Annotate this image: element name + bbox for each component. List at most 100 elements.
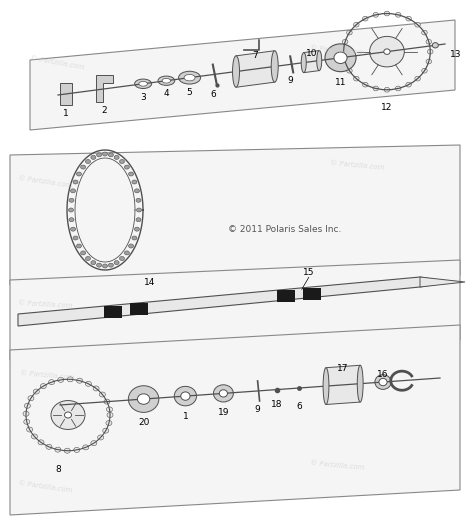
Ellipse shape: [104, 399, 110, 404]
Ellipse shape: [51, 401, 85, 429]
Ellipse shape: [97, 153, 101, 157]
Text: 8: 8: [55, 465, 61, 474]
Polygon shape: [326, 365, 360, 404]
Ellipse shape: [415, 22, 420, 27]
Ellipse shape: [132, 180, 137, 184]
Ellipse shape: [91, 440, 97, 446]
Polygon shape: [277, 290, 295, 303]
Text: 12: 12: [381, 103, 392, 112]
Ellipse shape: [395, 86, 401, 91]
Ellipse shape: [91, 155, 96, 160]
Ellipse shape: [341, 49, 346, 54]
Ellipse shape: [354, 22, 359, 27]
Ellipse shape: [406, 82, 411, 87]
Ellipse shape: [342, 39, 348, 44]
Polygon shape: [236, 51, 275, 87]
Ellipse shape: [114, 155, 119, 160]
Ellipse shape: [83, 445, 89, 450]
Ellipse shape: [363, 82, 368, 87]
Text: 4: 4: [164, 90, 169, 99]
Ellipse shape: [370, 37, 404, 67]
Ellipse shape: [76, 172, 82, 176]
Text: 13: 13: [450, 50, 462, 59]
Ellipse shape: [128, 172, 134, 176]
Ellipse shape: [64, 448, 70, 453]
Ellipse shape: [135, 79, 152, 89]
Ellipse shape: [33, 389, 39, 394]
Ellipse shape: [81, 165, 86, 169]
Ellipse shape: [135, 189, 139, 193]
Ellipse shape: [119, 160, 125, 163]
Polygon shape: [303, 288, 321, 300]
Ellipse shape: [136, 218, 141, 222]
Ellipse shape: [103, 428, 109, 433]
Ellipse shape: [179, 71, 201, 84]
Ellipse shape: [71, 227, 75, 231]
Polygon shape: [130, 303, 148, 315]
Ellipse shape: [124, 251, 129, 255]
Text: © Partzilla.com: © Partzilla.com: [18, 175, 73, 189]
Ellipse shape: [162, 78, 171, 83]
Ellipse shape: [73, 180, 78, 184]
Ellipse shape: [137, 208, 142, 212]
Ellipse shape: [58, 377, 64, 382]
Text: 6: 6: [210, 90, 216, 99]
Ellipse shape: [373, 86, 379, 91]
Ellipse shape: [137, 394, 150, 404]
Polygon shape: [10, 325, 460, 515]
Ellipse shape: [384, 11, 390, 16]
Text: 7: 7: [253, 51, 258, 60]
Ellipse shape: [102, 264, 108, 268]
Ellipse shape: [181, 392, 190, 400]
Ellipse shape: [49, 379, 55, 385]
Ellipse shape: [426, 39, 431, 44]
Ellipse shape: [406, 16, 411, 21]
Ellipse shape: [38, 440, 44, 445]
Ellipse shape: [373, 13, 379, 17]
Ellipse shape: [71, 189, 75, 193]
Polygon shape: [420, 277, 465, 287]
Text: 14: 14: [144, 278, 155, 287]
Ellipse shape: [354, 76, 359, 81]
Ellipse shape: [124, 165, 129, 169]
Ellipse shape: [422, 30, 427, 35]
Ellipse shape: [346, 30, 352, 35]
Ellipse shape: [128, 386, 159, 412]
Ellipse shape: [426, 59, 431, 64]
Text: 16: 16: [377, 370, 389, 379]
Text: © Partzilla.com: © Partzilla.com: [18, 480, 73, 493]
Polygon shape: [96, 75, 113, 102]
Ellipse shape: [135, 227, 139, 231]
Ellipse shape: [363, 16, 368, 21]
Ellipse shape: [28, 396, 34, 401]
Ellipse shape: [23, 411, 29, 416]
Ellipse shape: [77, 378, 82, 383]
Ellipse shape: [317, 50, 322, 70]
Ellipse shape: [85, 160, 91, 163]
Ellipse shape: [213, 385, 233, 402]
Polygon shape: [304, 50, 319, 73]
Ellipse shape: [85, 257, 91, 261]
Text: 18: 18: [271, 400, 283, 409]
Polygon shape: [10, 260, 460, 360]
Ellipse shape: [69, 198, 74, 202]
Text: 3: 3: [140, 93, 146, 102]
Ellipse shape: [323, 368, 329, 404]
Polygon shape: [10, 145, 460, 285]
Polygon shape: [18, 277, 450, 326]
Ellipse shape: [422, 68, 427, 73]
Ellipse shape: [219, 390, 228, 397]
Polygon shape: [60, 83, 72, 105]
Text: © Partzilla.com: © Partzilla.com: [20, 370, 75, 381]
Ellipse shape: [395, 13, 401, 17]
Ellipse shape: [24, 419, 30, 425]
Ellipse shape: [334, 52, 347, 64]
Ellipse shape: [109, 263, 113, 267]
Text: 9: 9: [255, 405, 261, 414]
Ellipse shape: [109, 153, 113, 157]
Text: 10: 10: [306, 49, 317, 58]
Ellipse shape: [102, 152, 108, 156]
Ellipse shape: [93, 386, 99, 391]
Text: © Partzilla.com: © Partzilla.com: [330, 160, 385, 171]
Text: 5: 5: [187, 88, 192, 97]
